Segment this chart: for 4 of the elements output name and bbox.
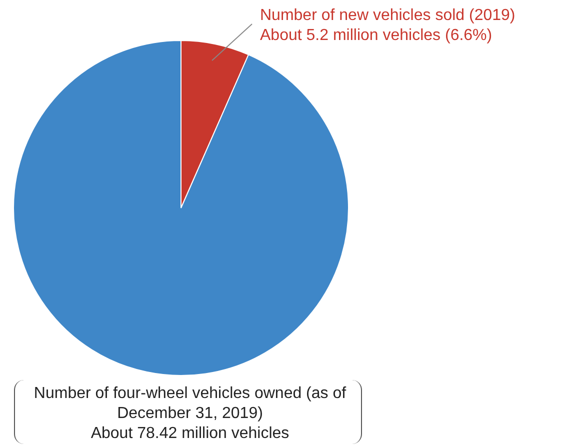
data-label: About 78.42 million vehicles: [90, 424, 290, 444]
data-label: About 5.2 million vehicles (6.6%): [260, 26, 494, 46]
slice-label: Number of four-wheel vehicles owned (as of December 31, 2019): [32, 384, 348, 424]
slice-label: Number of new vehicles sold (2019): [260, 6, 516, 26]
